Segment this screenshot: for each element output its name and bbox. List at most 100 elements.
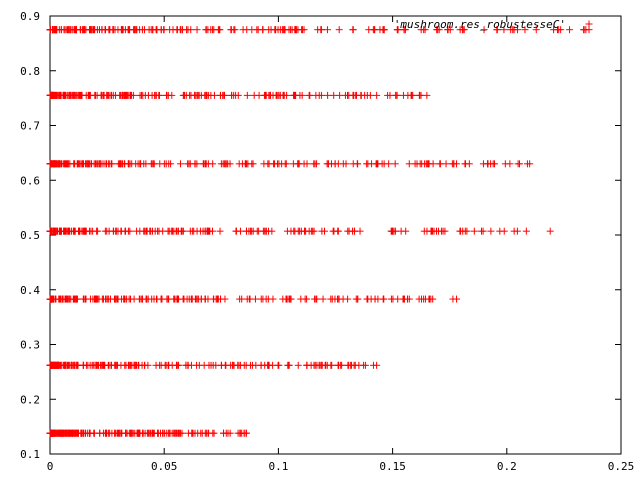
data-point: [265, 361, 273, 369]
data-point: [221, 295, 229, 303]
data-point: [85, 160, 93, 168]
data-point: [327, 361, 335, 369]
data-point: [121, 295, 129, 303]
data-point: [74, 160, 82, 168]
data-point: [105, 91, 113, 99]
y-tick-label: 0.4: [20, 284, 40, 297]
data-point: [119, 160, 127, 168]
data-point: [109, 26, 117, 34]
data-point: [123, 91, 131, 99]
legend: 'mushroom.res_robustesseC': [394, 18, 593, 31]
data-point: [52, 361, 60, 369]
data-point: [461, 227, 469, 235]
data-point: [168, 429, 176, 437]
data-point: [311, 295, 319, 303]
axes: 0 0.05 0.1 0.15 0.2 0.25 0.1 0.2 0.3 0.4 0.5 0.6 0.7…: [20, 10, 634, 473]
data-point: [356, 227, 364, 235]
data-point: [282, 160, 290, 168]
data-point: [493, 26, 501, 34]
data-point: [279, 26, 287, 34]
data-point: [164, 91, 172, 99]
y-tick-label: 0.1: [20, 448, 40, 461]
data-point: [462, 160, 470, 168]
data-point: [154, 227, 162, 235]
data-point: [66, 160, 74, 168]
data-point: [217, 361, 225, 369]
data-point: [179, 295, 187, 303]
data-point: [243, 91, 251, 99]
data-point: [324, 160, 332, 168]
data-point: [344, 361, 352, 369]
data-point: [84, 361, 92, 369]
data-point: [86, 91, 94, 99]
data-point: [142, 160, 150, 168]
data-point: [506, 160, 514, 168]
data-point: [187, 26, 195, 34]
data-point: [248, 227, 256, 235]
data-point: [250, 91, 258, 99]
x-tick-label: 0.15: [379, 460, 406, 473]
data-point: [185, 160, 193, 168]
data-point: [344, 295, 352, 303]
data-point: [76, 91, 84, 99]
data-point: [127, 429, 135, 437]
data-point: [500, 26, 508, 34]
data-point: [264, 227, 272, 235]
data-point: [479, 160, 487, 168]
data-point: [248, 160, 256, 168]
data-point: [357, 91, 365, 99]
data-point: [500, 227, 508, 235]
data-point: [150, 295, 158, 303]
data-point: [318, 227, 326, 235]
data-point: [433, 26, 441, 34]
data-point: [46, 26, 54, 34]
data-point: [300, 26, 308, 34]
data-point: [216, 91, 224, 99]
data-point: [336, 91, 344, 99]
data-point: [133, 227, 141, 235]
data-point: [408, 91, 416, 99]
data-point: [458, 26, 466, 34]
data-point: [324, 91, 332, 99]
data-point: [259, 26, 267, 34]
data-point: [65, 227, 73, 235]
data-point: [51, 91, 59, 99]
data-point: [196, 227, 204, 235]
data-point: [522, 227, 530, 235]
data-point: [70, 361, 78, 369]
data-point: [99, 295, 107, 303]
data-point: [77, 429, 85, 437]
data-point: [88, 26, 96, 34]
data-point: [306, 91, 314, 99]
data-point: [349, 26, 357, 34]
data-point: [294, 361, 302, 369]
data-point: [310, 361, 318, 369]
data-point: [179, 227, 187, 235]
data-point: [557, 26, 565, 34]
data-point: [186, 227, 194, 235]
data-point: [260, 160, 268, 168]
data-point: [259, 295, 267, 303]
data-point: [246, 361, 254, 369]
data-point: [429, 227, 437, 235]
data-point: [117, 429, 125, 437]
data-point: [532, 26, 540, 34]
data-point: [335, 295, 343, 303]
data-point: [98, 26, 106, 34]
data-point: [361, 361, 369, 369]
data-point: [135, 429, 143, 437]
data-point: [425, 160, 433, 168]
data-point: [93, 227, 101, 235]
data-point: [526, 160, 534, 168]
data-point: [177, 26, 185, 34]
data-point: [101, 429, 109, 437]
data-point: [421, 26, 429, 34]
data-points: [46, 26, 593, 437]
data-point: [546, 227, 554, 235]
data-point: [232, 91, 240, 99]
data-point: [391, 160, 399, 168]
data-point: [363, 160, 371, 168]
data-point: [112, 295, 120, 303]
y-tick-label: 0.9: [20, 10, 40, 23]
data-point: [236, 227, 244, 235]
